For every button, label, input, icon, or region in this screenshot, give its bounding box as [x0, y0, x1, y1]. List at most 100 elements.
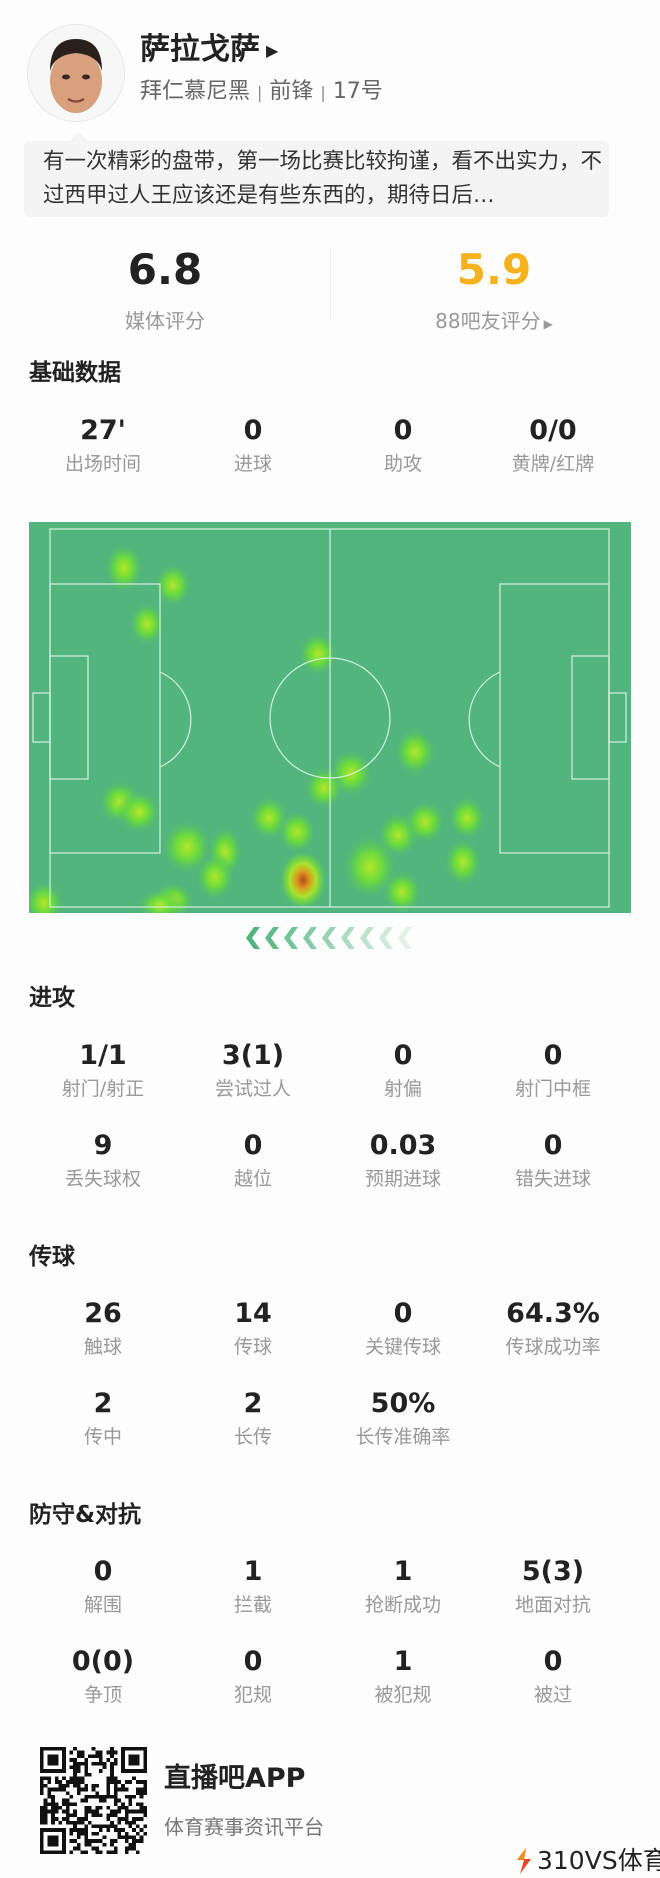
heat-spot: [195, 853, 235, 901]
stat-value: 14: [234, 1298, 272, 1329]
stat-value: 50%: [370, 1388, 436, 1419]
stats-row: 27' 出场时间 0 进球 0 助攻 0/0 黄牌/红牌: [28, 415, 628, 477]
chevron-left-icon: [246, 927, 260, 949]
stat-label: 传球: [233, 1336, 272, 1358]
stat-item: 0/0 黄牌/红牌: [478, 415, 628, 477]
left-penalty-arc: [159, 671, 192, 768]
stat-item: 9 丢失球权: [28, 1130, 178, 1192]
stat-label: 预期进球: [364, 1168, 441, 1190]
center-circle: [269, 657, 391, 779]
fans-rating-link[interactable]: 88吧友评分 ▶: [364, 308, 624, 337]
stat-label: 犯规: [233, 1684, 272, 1706]
stat-label: 关键传球: [364, 1336, 441, 1358]
separator: |: [320, 83, 326, 102]
heat-spot: [448, 796, 486, 840]
stat-item: 0(0) 争顶: [28, 1646, 178, 1708]
app-slogan: 体育赛事资讯平台: [164, 1815, 324, 1839]
attack-direction-arrows: [246, 927, 412, 949]
heat-spot: [161, 819, 213, 875]
stat-item: 0 被过: [478, 1646, 628, 1708]
app-name: 直播吧APP: [164, 1763, 306, 1794]
heat-spot-hot: [279, 850, 327, 910]
heat-spot: [404, 800, 446, 844]
chevron-left-icon: [265, 927, 279, 949]
stat-value: 2: [93, 1388, 113, 1419]
left-goal: [32, 692, 51, 743]
heat-spot: [117, 790, 161, 834]
stat-value: 1: [393, 1646, 413, 1677]
stat-item: 64.3% 传球成功率: [478, 1298, 628, 1360]
stat-value: 1: [393, 1556, 413, 1587]
heat-spot: [129, 602, 165, 646]
chevron-left-icon: [341, 927, 355, 949]
stat-value: 9: [93, 1130, 113, 1161]
stat-value: 0: [393, 1040, 413, 1071]
stat-value: 0: [393, 1298, 413, 1329]
stat-item: 0 射门中框: [478, 1040, 628, 1102]
chevron-left-icon: [379, 927, 393, 949]
stat-value: 5(3): [521, 1556, 585, 1587]
stat-label: 射偏: [383, 1078, 422, 1100]
triangle-right-icon: ▶: [543, 317, 553, 331]
stat-value: 0: [93, 1556, 113, 1587]
stat-label: 长传: [233, 1426, 272, 1448]
player-name-link[interactable]: 萨拉戈萨 ▶: [140, 32, 278, 69]
stat-label: 尝试过人: [214, 1078, 291, 1100]
stat-label: 争顶: [83, 1684, 122, 1706]
section-title-passing: 传球: [29, 1244, 75, 1270]
heat-spot: [104, 543, 144, 593]
stat-label: 长传准确率: [355, 1426, 451, 1448]
stat-label: 助攻: [383, 453, 422, 475]
qr-code[interactable]: [40, 1747, 147, 1854]
stat-label: 黄牌/红牌: [511, 453, 595, 475]
separator: |: [257, 83, 263, 102]
stat-item: 50% 长传准确率: [328, 1388, 478, 1450]
player-name: 萨拉戈萨: [140, 32, 260, 67]
stat-value: 3(1): [221, 1040, 285, 1071]
stat-label: 传中: [83, 1426, 122, 1448]
stats-row: 26 触球 14 传球 0 关键传球 64.3% 传球成功率: [28, 1298, 628, 1360]
chevron-left-icon: [398, 927, 412, 949]
stats-row: 1/1 射门/射正 3(1) 尝试过人 0 射偏 0 射门中框: [28, 1040, 628, 1102]
stats-row: 9 丢失球权 0 越位 0.03 预期进球 0 错失进球: [28, 1130, 628, 1192]
stat-value: 0: [543, 1646, 563, 1677]
stat-item: 0.03 预期进球: [328, 1130, 478, 1192]
stat-item: 5(3) 地面对抗: [478, 1556, 628, 1618]
heatmap-pitch: [29, 522, 631, 913]
stat-label: 拦截: [233, 1594, 272, 1616]
lightning-icon: [517, 1848, 531, 1874]
stat-item: 1 抢断成功: [328, 1556, 478, 1618]
stat-item: 0 犯规: [178, 1646, 328, 1708]
stat-value: 1: [243, 1556, 263, 1587]
media-rating: 6.8 媒体评分: [35, 246, 295, 334]
stats-row: 0(0) 争顶 0 犯规 1 被犯规 0 被过: [28, 1646, 628, 1708]
media-rating-label: 媒体评分: [125, 309, 205, 333]
stat-item: 1 拦截: [178, 1556, 328, 1618]
heat-spot: [394, 728, 436, 776]
comment-bubble[interactable]: 有一次精彩的盘带，第一场比赛比较拘谨，看不出实力，不过西甲过人王应该还是有些东西…: [24, 132, 609, 217]
stat-item: 0 射偏: [328, 1040, 478, 1102]
shirt-number: 17号: [332, 79, 383, 104]
player-avatar[interactable]: [27, 24, 125, 122]
stat-item: 0 越位: [178, 1130, 328, 1192]
stat-value: 27': [80, 415, 126, 446]
heat-spot: [154, 563, 192, 607]
stat-label: 被过: [533, 1684, 572, 1706]
heat-spot: [277, 810, 317, 854]
stat-item: 1 被犯规: [328, 1646, 478, 1708]
stat-value: 0: [393, 415, 413, 446]
heat-spot: [29, 881, 64, 913]
triangle-right-icon: ▶: [266, 40, 279, 60]
stat-label: 触球: [83, 1336, 122, 1358]
fans-rating[interactable]: 5.9 88吧友评分 ▶: [364, 246, 624, 337]
stat-item: 0 助攻: [328, 415, 478, 477]
stat-value: 64.3%: [506, 1298, 600, 1329]
stat-item: 26 触球: [28, 1298, 178, 1360]
stats-row: 0 解围 1 拦截 1 抢断成功 5(3) 地面对抗: [28, 1556, 628, 1618]
media-rating-value: 6.8: [127, 245, 203, 294]
stat-value: 26: [84, 1298, 122, 1329]
heat-spot: [298, 632, 338, 676]
stat-label: 地面对抗: [514, 1594, 591, 1616]
divider: [330, 248, 331, 320]
stat-label: 错失进球: [514, 1168, 591, 1190]
